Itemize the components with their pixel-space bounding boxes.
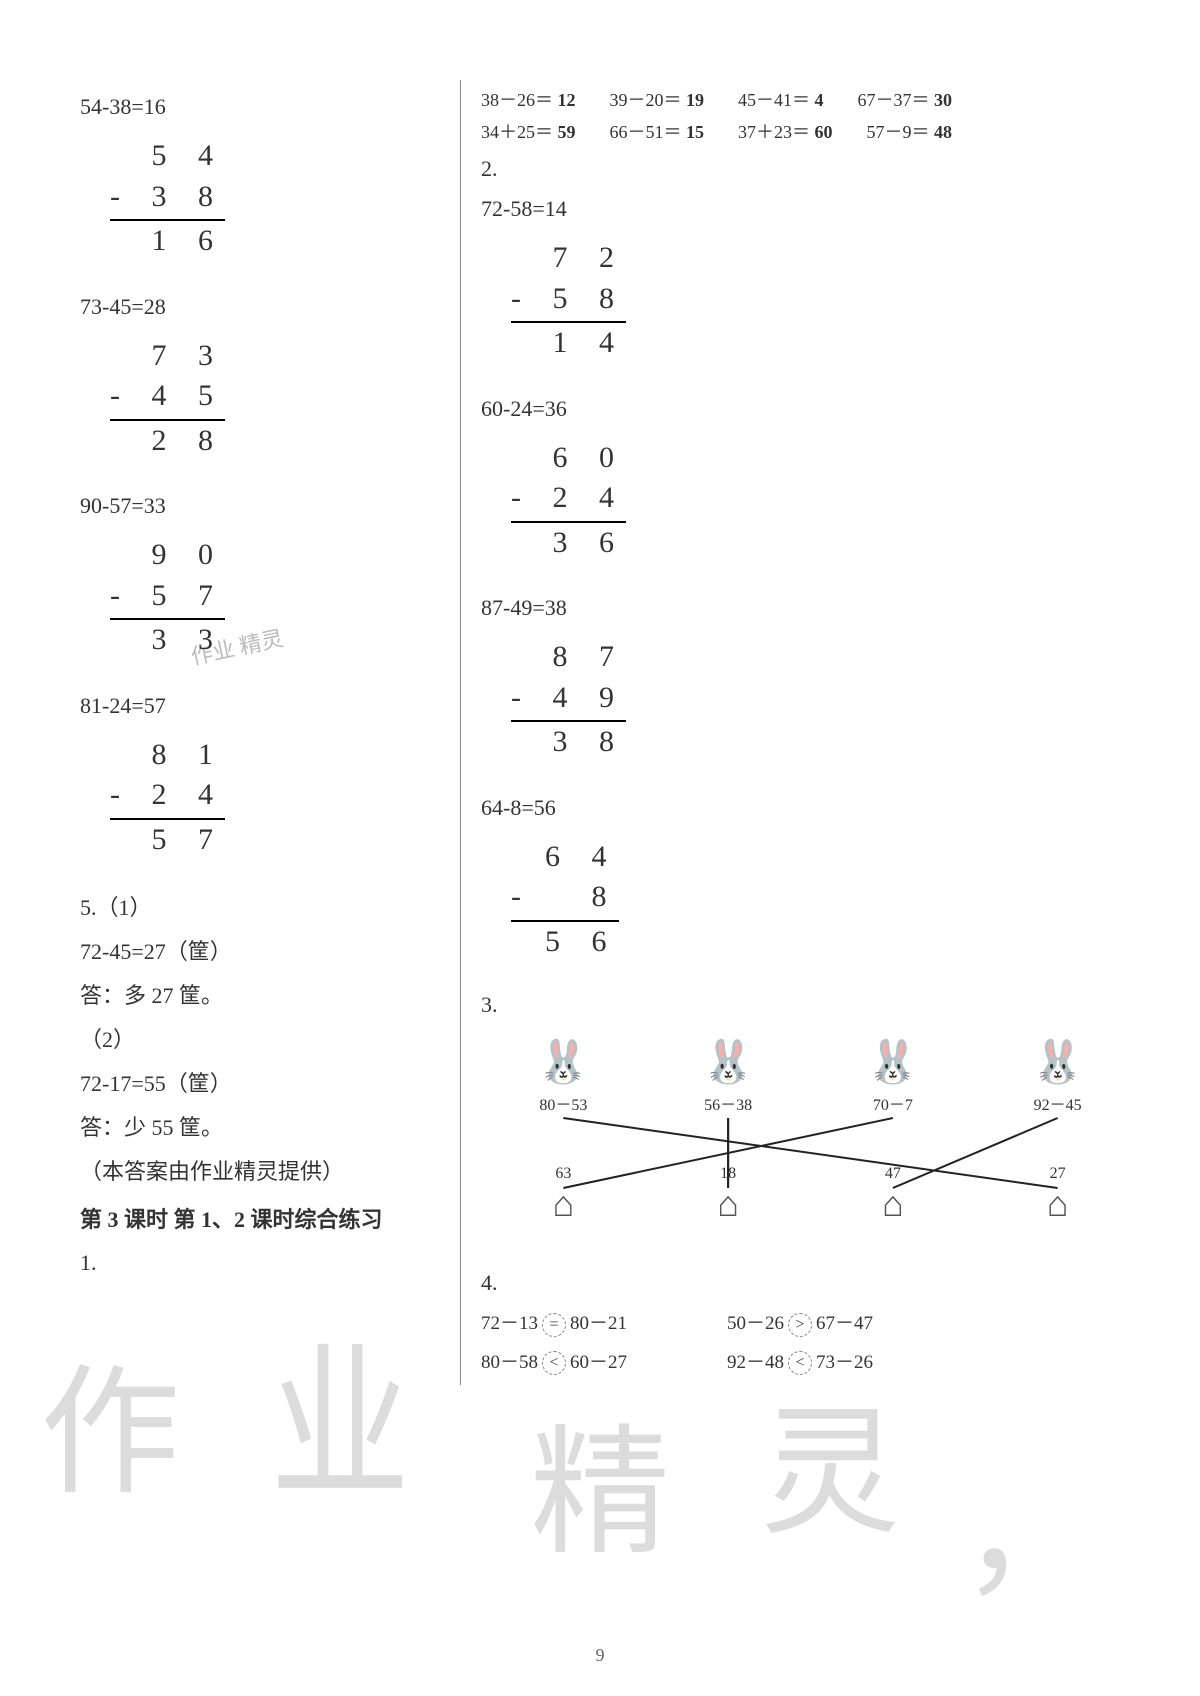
q3-label: 3. [481, 992, 1140, 1018]
equation: 90-57=33 [80, 493, 460, 519]
vertical-calc: 5 4 - 3 8 1 6 [110, 136, 225, 262]
vertical-calc: 7 3 - 4 5 2 8 [110, 336, 225, 462]
credit-text: （本答案由作业精灵提供） [80, 1154, 460, 1186]
q5-2-ans: 答：少 55 筐。 [80, 1110, 460, 1142]
comparison-row: 72－13=80－21 50－26>67－47 [481, 1308, 1140, 1337]
vertical-calc: 6 0 - 2 4 3 6 [511, 438, 626, 564]
inline-equation: 39－20＝ 19 [610, 86, 705, 112]
section-title: 第 3 课时 第 1、2 课时综合练习 [80, 1202, 460, 1234]
q5-1-ans: 答：多 27 筐。 [80, 978, 460, 1010]
cmp-pair: 72－13=80－21 [481, 1308, 627, 1337]
equation: 81-24=57 [80, 693, 460, 719]
cmp-circle: < [788, 1351, 812, 1375]
q5-2-eq: 72-17=55（筐） [80, 1066, 460, 1098]
left-column: 54-38=16 5 4 - 3 8 1 6 73-45=28 7 3 - 4 … [80, 80, 460, 1385]
equation: 87-49=38 [481, 595, 1140, 621]
vertical-calc: 7 2 - 5 8 1 4 [511, 238, 626, 364]
right-column: 38－26＝ 12 39－20＝ 19 45－41＝ 4 67－37＝ 30 34＋2… [460, 80, 1140, 1385]
q1-label: 1. [80, 1250, 460, 1276]
equation: 72-58=14 [481, 196, 1140, 222]
q4-label: 4. [481, 1270, 1140, 1296]
q5-1-eq: 72-45=27（筐） [80, 934, 460, 966]
inline-equation: 38－26＝ 12 [481, 86, 576, 112]
comparison-row: 80－58<60－27 92－48<73－26 [481, 1347, 1140, 1376]
inline-equation: 67－37＝ 30 [858, 86, 953, 112]
inline-equation: 34＋25＝ 59 [481, 118, 576, 144]
match-line [893, 1118, 1058, 1188]
watermark-char: ， [960, 1420, 1100, 1622]
vertical-calc: 9 0 - 5 7 3 3 [110, 535, 225, 661]
vertical-calc: 8 7 - 4 9 3 8 [511, 637, 626, 763]
equation: 54-38=16 [80, 94, 460, 120]
cmp-circle: < [542, 1351, 566, 1375]
inline-equation: 57－9＝ 48 [867, 118, 953, 144]
inline-equation: 37＋23＝ 60 [738, 118, 833, 144]
matching-lines [481, 1038, 1140, 1258]
cmp-circle: = [542, 1313, 566, 1337]
cmp-pair: 80－58<60－27 [481, 1347, 627, 1376]
vertical-calc: 6 4 - 8 5 6 [511, 837, 619, 963]
equation-row: 34＋25＝ 59 66－51＝ 15 37＋23＝ 60 57－9＝ 48 [481, 118, 1140, 144]
q2-label: 2. [481, 156, 1140, 182]
equation: 73-45=28 [80, 294, 460, 320]
equation: 60-24=36 [481, 396, 1140, 422]
inline-equation: 66－51＝ 15 [610, 118, 705, 144]
q5-label: 5.（1） [80, 890, 460, 922]
equation: 64-8=56 [481, 795, 1140, 821]
cmp-pair: 92－48<73－26 [727, 1347, 873, 1376]
q5-2-label: （2） [80, 1022, 460, 1054]
inline-equation: 45－41＝ 4 [738, 86, 824, 112]
cmp-pair: 50－26>67－47 [727, 1308, 873, 1337]
vertical-calc: 8 1 - 2 4 5 7 [110, 735, 225, 861]
cmp-circle: > [788, 1313, 812, 1337]
page-number: 9 [596, 1645, 605, 1666]
match-line [563, 1118, 1057, 1188]
q3-matching: 🐰80－53🐰56－38🐰70－7🐰92－45 63⌂18⌂47⌂27⌂ [481, 1038, 1140, 1258]
equation-row: 38－26＝ 12 39－20＝ 19 45－41＝ 4 67－37＝ 30 [481, 86, 1140, 112]
